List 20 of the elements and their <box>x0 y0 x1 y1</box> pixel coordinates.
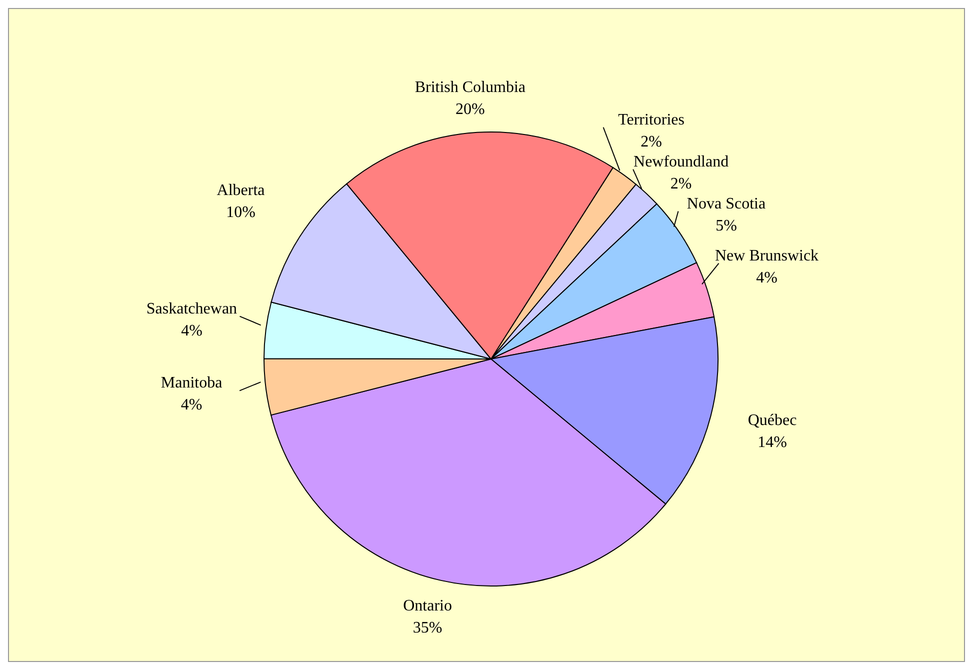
slice-label: Alberta <box>216 182 265 199</box>
slice-label: Territories <box>618 111 685 128</box>
data-label: 5% <box>716 217 737 234</box>
data-label: 4% <box>181 322 202 340</box>
slice-label: Manitoba <box>160 374 222 392</box>
slice-label: British Columbia <box>414 79 526 96</box>
slice-label: Newfoundland <box>634 153 729 170</box>
data-label: 4% <box>180 396 202 414</box>
data-label: 2% <box>670 175 692 192</box>
slice-label: Nova Scotia <box>686 195 766 212</box>
data-label: 4% <box>756 269 778 286</box>
data-label: 2% <box>640 133 662 150</box>
slice-label: New Brunswick <box>715 247 819 264</box>
slice-label: Saskatchewan <box>146 300 238 318</box>
slice-label: Ontario <box>403 597 452 614</box>
data-label: 20% <box>455 101 485 118</box>
slice-label: Québec <box>748 412 797 430</box>
data-label: 10% <box>226 204 256 221</box>
data-label: 35% <box>412 619 442 636</box>
data-label: 14% <box>758 434 787 452</box>
